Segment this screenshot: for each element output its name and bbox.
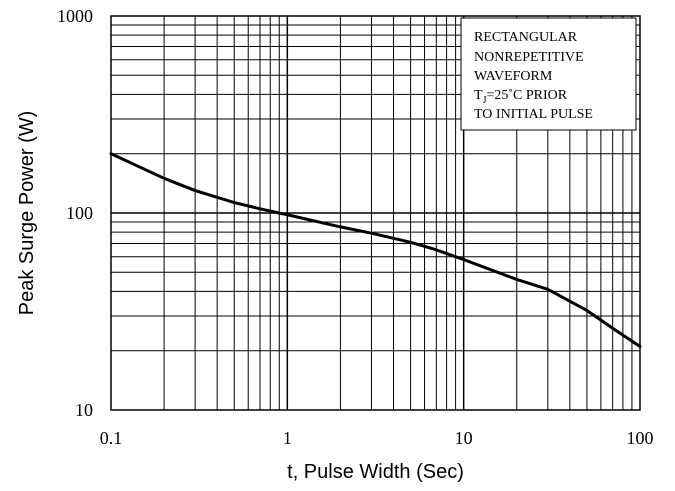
y-tick-label: 10 [75,400,93,420]
annotation-line-2: NONREPETITIVE [474,50,584,65]
x-tick-label: 100 [627,428,654,448]
x-tick-label: 0.1 [100,428,123,448]
y-tick-label: 1000 [57,6,93,26]
annotation-tj-rest: =25˚C PRIOR [486,88,567,103]
annotation-line-5: TO INITIAL PULSE [474,107,593,122]
x-tick-labels: 0.1 1 10 100 [100,428,654,448]
annotation-tj-subscript: J [483,95,487,106]
annotation-tj-main: T [474,88,483,103]
x-tick-label: 10 [455,428,473,448]
x-tick-label: 1 [283,428,292,448]
y-tick-labels: 10 100 1000 [57,6,93,420]
series-line-1 [109,152,642,349]
y-tick-label: 100 [66,203,93,223]
annotation-line-1: RECTANGULAR [474,30,578,45]
annotation-line-4: TJ=25˚C PRIOR [474,88,568,106]
series-layer [109,152,642,349]
annotation-line-3: WAVEFORM [474,69,553,84]
plot-border [110,15,641,411]
plot-frame [110,15,641,411]
y-axis-label: Peak Surge Power (W) [16,111,38,316]
annotation-box: RECTANGULAR NONREPETITIVE WAVEFORM TJ=25… [460,17,637,131]
annotation-box-rect [460,17,637,131]
x-axis-label: t, Pulse Width (Sec) [287,461,464,483]
